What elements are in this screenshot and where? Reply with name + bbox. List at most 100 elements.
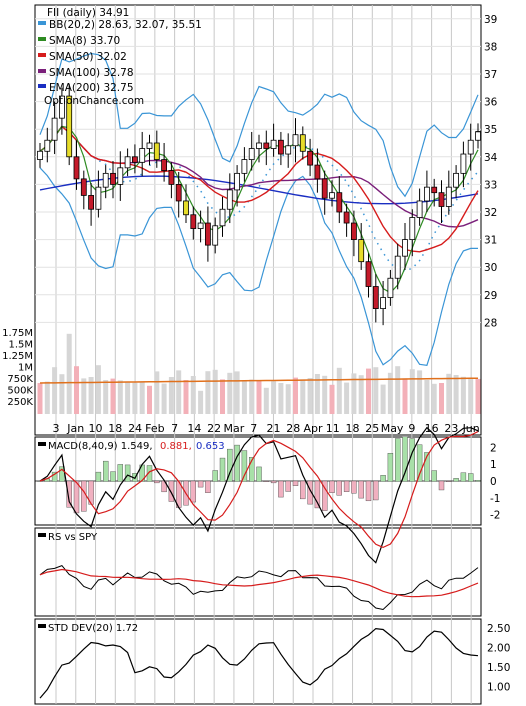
- rs-average-line: [39, 568, 479, 598]
- indicator-lines: [35, 426, 481, 699]
- macd-histogram-bar: [81, 480, 87, 512]
- candle-body: [372, 286, 379, 309]
- macd-histogram-bar: [285, 480, 291, 492]
- x-tick-label: Apr: [303, 422, 323, 435]
- x-tick-label: Feb: [145, 422, 164, 435]
- y-tick-label: 39: [484, 14, 497, 26]
- volume-bar: [460, 376, 466, 414]
- macd-histogram-bar: [307, 480, 313, 505]
- macd-histogram-bar: [365, 480, 372, 502]
- candle-body: [161, 159, 168, 171]
- volume-bar: [344, 382, 350, 414]
- volume-bar: [439, 383, 444, 414]
- std-y-tick: 1.00: [487, 681, 510, 693]
- macd-histogram-bar: [475, 480, 481, 482]
- candle-body: [110, 172, 116, 185]
- candle-body: [350, 222, 357, 240]
- macd-histogram-bar: [234, 444, 240, 482]
- volume-bar: [103, 380, 109, 414]
- candle-body: [234, 172, 241, 191]
- std-dev-line: [39, 627, 479, 699]
- volume-bar: [300, 379, 306, 414]
- volume-average-line: [39, 377, 479, 384]
- volume-tick-label: 1.5M: [8, 340, 33, 351]
- macd-histogram-bar: [197, 480, 204, 488]
- y-tick-label: 34: [484, 152, 498, 164]
- legend-swatch-ema200: [38, 84, 46, 88]
- candle-body: [453, 172, 460, 188]
- x-tick-label: 7: [171, 422, 178, 435]
- bollinger-lower-line: [39, 167, 478, 366]
- axis-ticks: 3 Jan 10 18 24 Feb 7 14 22 Mar 7 21 28 Apr 11 18 25 May 9 1…: [2, 14, 510, 694]
- x-tick-label: 18: [108, 422, 122, 435]
- volume-bar: [139, 382, 145, 414]
- volume-bar: [417, 370, 423, 414]
- volume-bar: [81, 378, 87, 414]
- candle-body: [153, 142, 160, 160]
- x-tick-label: 24: [128, 422, 142, 435]
- macd-histogram-bar: [227, 448, 233, 482]
- legend-sma50: SMA(50) 32.02: [49, 51, 127, 63]
- x-tick-label: 22: [207, 422, 221, 435]
- candle-body: [460, 153, 467, 174]
- y-tick-label: 35: [484, 124, 497, 136]
- volume-bar: [249, 379, 255, 414]
- macd-histogram-bar: [154, 480, 160, 484]
- candle-body: [423, 186, 430, 202]
- std-y-tick: 2.50: [487, 623, 510, 635]
- macd-histogram-bar: [373, 480, 379, 501]
- candle-body: [431, 186, 438, 194]
- candle-body: [445, 186, 452, 207]
- macd-histogram-bar: [446, 480, 452, 482]
- macd-histogram-bar: [322, 480, 328, 511]
- macd-histogram-bar: [468, 473, 474, 482]
- volume-bar: [95, 365, 101, 414]
- x-tick-label: 21: [266, 422, 280, 435]
- candle-body: [409, 217, 416, 241]
- std-legend-swatch: [38, 624, 46, 628]
- candle-body: [277, 139, 284, 155]
- macd-histogram-bar: [146, 465, 153, 482]
- legend: FII (daily) 34.91 BB(20,2) 28.63, 32.07,…: [38, 7, 202, 107]
- macd-histogram-bar: [438, 480, 445, 491]
- rs-legend: RS vs SPY: [38, 532, 98, 543]
- macd-histogram-bar: [460, 472, 467, 482]
- macd-histogram-bar: [212, 470, 218, 482]
- x-tick-label: 7: [250, 422, 257, 435]
- candle-body: [175, 183, 182, 202]
- volume-bar: [176, 370, 182, 414]
- x-tick-label: May: [381, 422, 404, 435]
- x-tick-label: 3: [53, 422, 60, 435]
- x-tick-label: 16: [425, 422, 439, 435]
- volume-bar: [395, 366, 401, 414]
- candle-body: [343, 211, 350, 224]
- legend-swatch-sma8: [38, 37, 46, 41]
- volume-bar: [358, 375, 364, 414]
- volume-bar: [125, 381, 131, 414]
- candle-body: [66, 95, 73, 158]
- main-panel: [34, 4, 482, 436]
- candle-body: [365, 261, 372, 287]
- macd-y-tick: 1: [490, 459, 497, 471]
- volume-bar: [256, 380, 262, 414]
- volume-bar: [373, 367, 379, 414]
- candle-body: [270, 139, 277, 149]
- macd-histogram-bar: [66, 480, 72, 508]
- volume-bar: [198, 390, 204, 414]
- volume-bar: [66, 333, 72, 414]
- candle-body: [124, 156, 131, 169]
- volume-bar: [263, 387, 269, 414]
- legend-sma100: SMA(100) 32.78: [49, 67, 134, 79]
- volume-bar: [168, 377, 174, 414]
- candle-body: [146, 142, 153, 149]
- y-tick-label: 28: [484, 317, 497, 329]
- y-tick-label: 37: [484, 69, 497, 81]
- volume-bar: [329, 384, 335, 414]
- y-tick-label: 33: [484, 179, 497, 191]
- macd-histogram-bar: [329, 480, 335, 493]
- macd-histogram-bar: [431, 470, 437, 482]
- volume-tick-label: 750K: [7, 374, 33, 385]
- macd-histogram-bar: [241, 450, 248, 482]
- std-y-tick: 2.00: [487, 642, 510, 654]
